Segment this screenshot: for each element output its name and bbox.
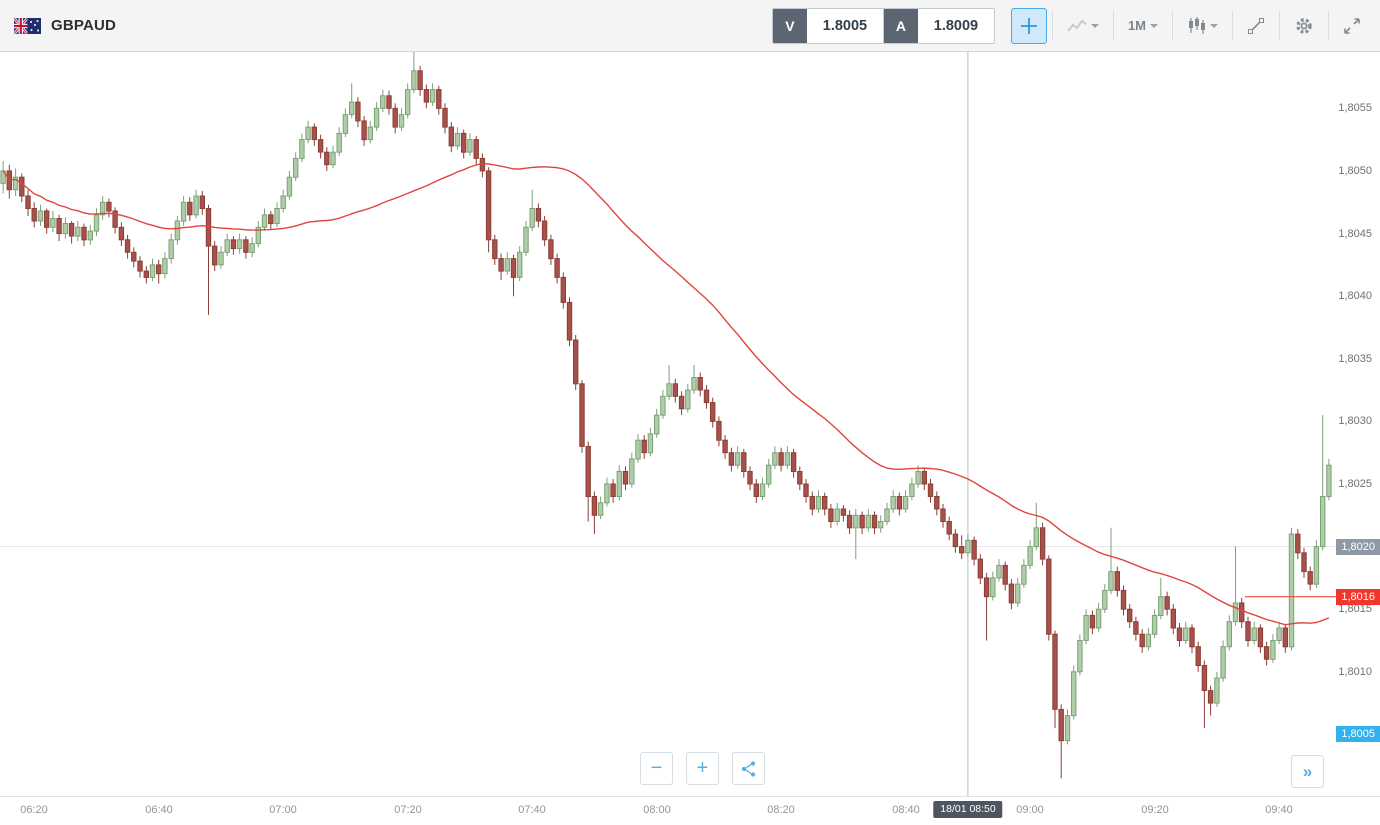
price-quote-widget: V 1.8005 A 1.8009 [771, 7, 995, 44]
y-axis-label: 1,8040 [1338, 290, 1372, 303]
toolbar: GBPAUD V 1.8005 A 1.8009 1M [0, 0, 1380, 52]
trendline-icon [1247, 17, 1265, 35]
caret-down-icon [1210, 23, 1218, 28]
x-axis-label: 09:40 [1265, 804, 1293, 816]
x-axis-label: 07:20 [394, 804, 422, 816]
price-badge-blue: 1,8005 [1336, 726, 1380, 743]
x-axis-label: 07:40 [518, 804, 546, 816]
chart-area[interactable]: 06:20 06:40 07:00 07:20 07:40 08:00 08:20 08:40… [0, 52, 1380, 825]
series-style-button[interactable] [1178, 8, 1227, 44]
y-axis-label: 1,8025 [1338, 477, 1372, 490]
x-axis-label: 09:00 [1016, 804, 1044, 816]
toolbar-separator [1328, 10, 1329, 41]
timeframe-label: 1M [1127, 18, 1146, 33]
crosshair-tool-button[interactable] [1010, 7, 1047, 44]
y-axis-label: 1,8045 [1338, 227, 1372, 240]
y-axis-label: 1,8055 [1338, 102, 1372, 115]
y-axis-label: 1,8050 [1338, 164, 1372, 177]
x-axis-label: 09:20 [1141, 804, 1169, 816]
price-chart[interactable] [0, 52, 1380, 797]
y-axis-label: 1,8015 [1338, 603, 1372, 616]
buy-price[interactable]: 1.8009 [917, 8, 994, 43]
zoom-controls: − + [640, 752, 765, 785]
time-axis: 06:20 06:40 07:00 07:20 07:40 08:00 08:20 08:40… [0, 796, 1380, 825]
caret-down-icon [1150, 23, 1158, 28]
price-badge-gray: 1,8020 [1336, 538, 1380, 555]
toolbar-separator [1172, 10, 1173, 41]
zoom-out-button[interactable]: − [640, 752, 673, 785]
crosshair-icon [1019, 16, 1039, 36]
instrument-flag-icon [14, 17, 41, 34]
line-chart-icon [1067, 18, 1087, 34]
scroll-to-latest-button[interactable]: » [1291, 755, 1324, 788]
draw-tool-button[interactable] [1238, 8, 1274, 44]
sell-price[interactable]: 1.8005 [806, 8, 883, 43]
x-axis-label: 07:00 [269, 804, 297, 816]
y-axis-label: 1,8010 [1338, 665, 1372, 678]
expand-arrows-icon [1343, 17, 1361, 35]
zoom-in-button[interactable]: + [686, 752, 719, 785]
instrument-symbol: GBPAUD [51, 17, 117, 34]
y-axis-label: 1,8030 [1338, 415, 1372, 428]
collapse-button[interactable] [1334, 8, 1370, 44]
gear-icon [1294, 16, 1314, 36]
timeframe-button[interactable]: 1M [1119, 8, 1167, 44]
price-badge-red: 1,8016 [1336, 588, 1380, 605]
share-button[interactable] [732, 752, 765, 785]
buy-button[interactable]: A [882, 8, 918, 43]
toolbar-separator [1279, 10, 1280, 41]
toolbar-separator [1051, 10, 1053, 41]
toolbar-separator [1232, 10, 1233, 41]
share-icon [740, 760, 758, 778]
settings-button[interactable] [1285, 8, 1323, 44]
x-axis-label: 06:40 [145, 804, 173, 816]
x-axis-label: 08:40 [892, 804, 920, 816]
caret-down-icon [1090, 23, 1099, 28]
candlestick-icon [1187, 16, 1206, 35]
y-axis-label: 1,8035 [1338, 352, 1372, 365]
sell-button[interactable]: V [772, 8, 807, 43]
x-axis-label: 08:20 [767, 804, 795, 816]
x-axis-label: 06:20 [20, 804, 48, 816]
chart-type-button[interactable] [1058, 8, 1108, 44]
toolbar-separator [1112, 10, 1114, 41]
x-axis-label: 08:00 [643, 804, 671, 816]
crosshair-time-badge: 18/01 08:50 [933, 801, 1003, 818]
